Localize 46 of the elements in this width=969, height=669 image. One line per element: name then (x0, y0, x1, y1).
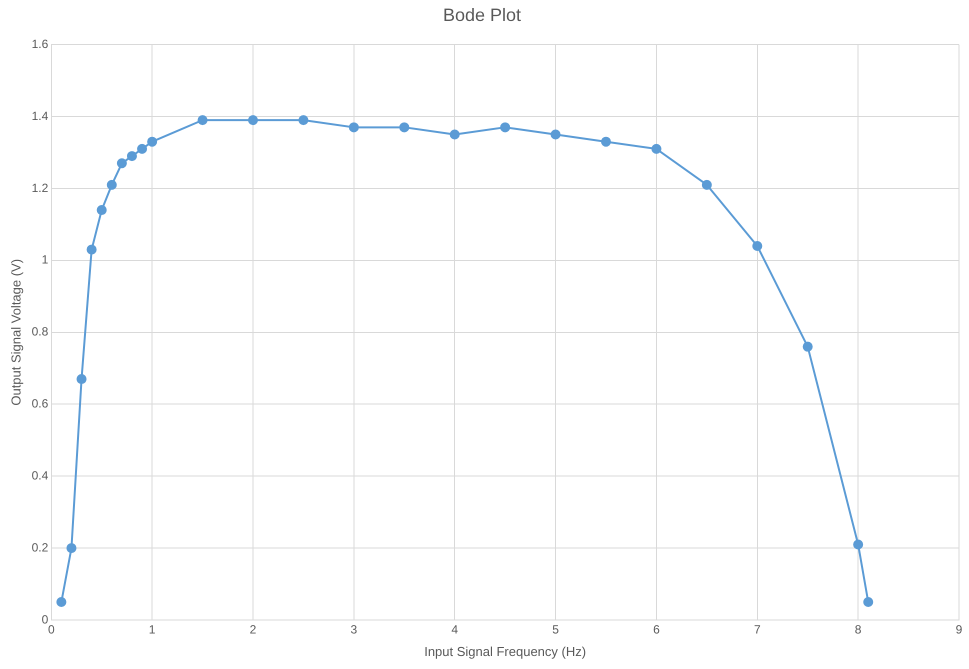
point (752, 240, 762, 251)
y-tick-label: 0.4 (32, 468, 49, 482)
point (450, 130, 460, 140)
x-axis-title: Input Signal Frequency (Hz) (424, 644, 586, 659)
x-tick-label: 4 (451, 622, 458, 637)
point (863, 597, 874, 608)
point (651, 144, 662, 154)
point (348, 122, 359, 132)
x-tick-label: 8 (854, 622, 862, 637)
x-tick-label: 5 (552, 622, 560, 637)
y-tick-label: 0.6 (32, 396, 49, 411)
point (399, 122, 410, 132)
point (126, 151, 137, 162)
y-axis-title: Output Signal Voltage (V) (8, 258, 24, 406)
x-tick-label: 1 (148, 622, 156, 637)
point (86, 244, 97, 255)
y-tick-label: 0 (42, 612, 49, 626)
point (76, 374, 87, 384)
y-tick-label: 1.6 (32, 36, 49, 51)
chart-title: Bode Plot (442, 4, 522, 25)
y-tick-label: 0.2 (32, 540, 49, 554)
y-tick-label: 1.2 (32, 180, 49, 195)
y-tick-label: 1 (42, 252, 49, 267)
y-tick-label: 0.8 (32, 324, 49, 339)
point (702, 180, 712, 190)
x-tick-label: 9 (956, 622, 963, 637)
point (147, 136, 158, 147)
point (116, 158, 127, 168)
point (550, 130, 561, 140)
point (601, 136, 611, 147)
point (66, 543, 76, 554)
point (56, 597, 66, 608)
x-tick-label: 2 (250, 622, 257, 637)
point (802, 342, 813, 352)
x-tick-label: 3 (350, 622, 358, 637)
point (500, 122, 510, 132)
x-tick-label: 7 (754, 622, 761, 637)
point (248, 115, 258, 126)
x-tick-label: 6 (653, 622, 660, 637)
point (198, 115, 208, 126)
point (106, 180, 117, 190)
y-tick-label: 1.4 (32, 108, 49, 123)
point (298, 115, 308, 126)
point (137, 144, 148, 154)
point (853, 539, 864, 550)
point (96, 205, 107, 216)
